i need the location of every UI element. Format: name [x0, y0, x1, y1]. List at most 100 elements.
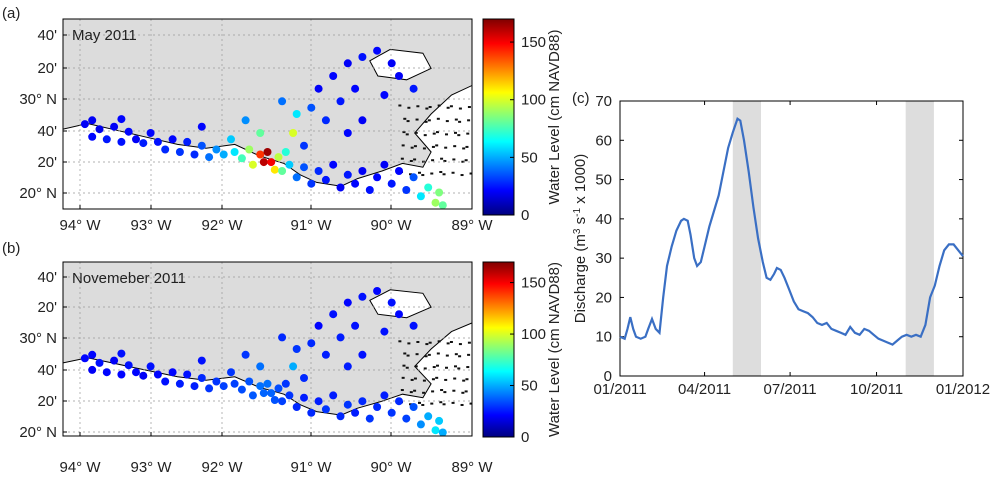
map-frame	[62, 261, 473, 437]
station-point	[102, 368, 111, 377]
colorbar-label: Water Level (cm NAVD88)	[546, 262, 563, 437]
station-point	[343, 59, 352, 68]
marsh-fragment	[403, 352, 407, 355]
y-tick-label: 20	[595, 289, 612, 306]
marsh-fragment	[457, 367, 461, 370]
marsh-fragment	[452, 158, 456, 161]
station-point	[292, 345, 301, 353]
marsh-fragment	[436, 131, 440, 134]
y-tick-label: 40'	[37, 269, 57, 286]
marsh-fragment	[445, 133, 449, 136]
y-tick-label: 40	[595, 211, 612, 228]
station-point	[387, 59, 396, 68]
station-point	[329, 72, 338, 80]
station-point	[365, 186, 374, 194]
marsh-fragment	[436, 364, 440, 367]
station-point	[358, 350, 367, 359]
marsh-fragment	[467, 353, 471, 356]
station-point	[358, 116, 367, 125]
marsh-fragment	[437, 340, 441, 343]
colorbar-label: Water Level (cm NAVD88)	[546, 29, 563, 204]
station-point	[314, 167, 323, 175]
station-point	[278, 97, 287, 106]
marsh-fragment	[418, 401, 422, 404]
x-tick-label: 92° W	[201, 217, 243, 234]
marsh-fragment	[415, 353, 419, 356]
station-point	[132, 368, 140, 377]
colorbar-gradient	[482, 261, 515, 438]
marsh-fragment	[457, 134, 461, 137]
marsh-fragment	[401, 144, 405, 147]
station-point	[343, 170, 352, 179]
station-point	[256, 129, 265, 137]
station-point	[343, 298, 352, 307]
x-tick-label: 91° W	[290, 459, 332, 476]
station-point	[343, 129, 352, 137]
station-point	[409, 84, 418, 93]
x-tick-label: 89° W	[451, 217, 493, 234]
station-point	[435, 188, 444, 197]
station-point	[343, 400, 352, 409]
station-point	[110, 356, 119, 365]
x-tick-label: 92° W	[201, 459, 243, 476]
station-point	[281, 148, 290, 156]
station-point	[230, 148, 239, 156]
marsh-fragment	[406, 120, 410, 123]
marsh-fragment	[430, 402, 434, 405]
station-point	[219, 382, 228, 391]
y-tick-label: 70	[595, 93, 612, 110]
marsh-fragment	[436, 117, 440, 120]
colorbar-gradient	[482, 18, 515, 216]
station-point	[395, 72, 403, 80]
station-point	[431, 198, 440, 207]
marsh-fragment	[416, 340, 420, 343]
station-point	[139, 371, 148, 380]
station-point	[227, 135, 235, 144]
x-tick-label: 91° W	[290, 217, 332, 234]
station-point	[270, 396, 279, 404]
station-point	[285, 391, 294, 400]
plot-frame	[619, 100, 964, 377]
station-point	[409, 403, 418, 411]
station-point	[267, 389, 276, 398]
marsh-fragment	[462, 379, 466, 382]
colorbar-a: 0 50 100 150 Water Level (cm NAVD88)	[482, 18, 563, 224]
station-point	[256, 362, 265, 371]
x-tick-label: 01/2011	[593, 381, 646, 398]
y-tick-label: 30° N	[19, 91, 57, 108]
colorbar-tick-label: 150	[521, 275, 546, 292]
station-point	[292, 403, 301, 411]
station-point	[365, 414, 374, 423]
marsh-fragment	[421, 174, 425, 177]
marsh-fragment	[410, 146, 414, 149]
station-point	[300, 163, 308, 172]
x-tick-label: 10/2011	[850, 381, 903, 398]
station-point	[263, 148, 272, 156]
x-tick-label: 93° W	[130, 217, 172, 234]
station-point	[237, 154, 246, 163]
station-point	[395, 167, 403, 175]
colorbar-tick-label: 0	[521, 429, 529, 446]
marsh-fragment	[431, 390, 435, 393]
y-tick-label: 40'	[37, 362, 57, 379]
station-point	[197, 356, 206, 365]
marsh-fragment	[431, 159, 435, 162]
marsh-fragment	[437, 104, 441, 107]
station-point	[329, 160, 338, 169]
marsh-fragment	[432, 366, 436, 369]
y-tick-label: 40'	[37, 27, 57, 44]
station-point	[259, 389, 268, 398]
station-point	[321, 350, 330, 359]
marsh-fragment	[460, 403, 464, 406]
station-point	[88, 365, 97, 374]
station-point	[358, 53, 367, 61]
y-tick-label: 50	[595, 172, 612, 189]
station-point	[227, 368, 235, 377]
station-point	[88, 116, 97, 125]
station-point	[380, 327, 389, 336]
y-tick-label: 30° N	[19, 330, 57, 347]
station-point	[358, 292, 367, 301]
y-tick-label: 10	[595, 329, 612, 346]
station-point	[380, 160, 389, 169]
map-a: May 2011 40' 20' 30° N 40' 20' 20° N94° W 93° W…	[19, 18, 493, 234]
